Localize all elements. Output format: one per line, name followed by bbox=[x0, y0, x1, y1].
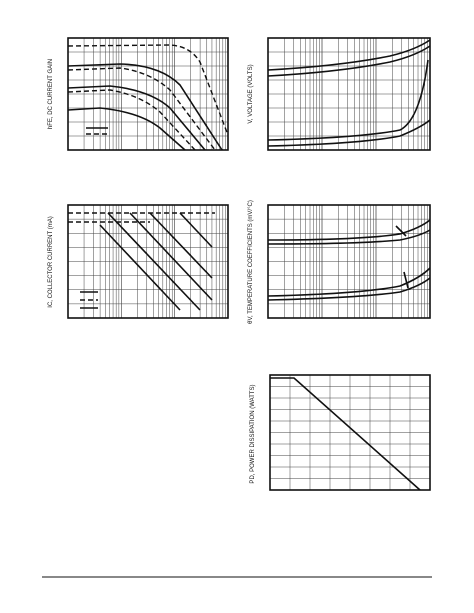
y-axis-label: PD, POWER DISSIPATION (WATTS) bbox=[250, 384, 256, 483]
graph-frame bbox=[67, 204, 229, 319]
graph-frame bbox=[267, 204, 431, 319]
voltage-curves bbox=[267, 39, 431, 147]
y-axis-label: IC, COLLECTOR CURRENT (mA) bbox=[48, 216, 54, 307]
graph-frame bbox=[67, 37, 229, 151]
graph-frame bbox=[269, 374, 431, 491]
y-axis-label: hFE, DC CURRENT GAIN bbox=[48, 59, 54, 129]
gain-curves bbox=[67, 44, 229, 151]
collector-curves bbox=[68, 212, 215, 311]
y-axis-label: V, VOLTAGE (VOLTS) bbox=[248, 64, 254, 123]
graph-frame bbox=[267, 37, 431, 151]
derating-curve bbox=[270, 377, 421, 491]
y-axis-label: θV, TEMPERATURE COEFFICIENTS (mV/°C) bbox=[248, 200, 254, 324]
coefficient-curves bbox=[267, 219, 431, 301]
